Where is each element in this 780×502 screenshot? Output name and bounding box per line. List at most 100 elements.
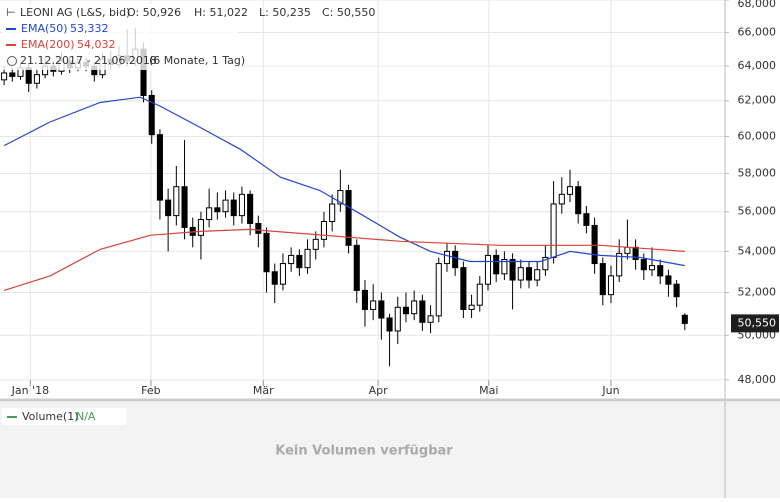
legend-value: 53,332 [70, 22, 109, 35]
candle-body [419, 300, 426, 323]
candle-body [640, 258, 647, 271]
clock-icon [7, 56, 17, 66]
candle-body [156, 134, 163, 201]
candle-body [583, 213, 590, 226]
candle-body [607, 275, 615, 296]
legend-box [2, 4, 238, 70]
last-price-box [731, 314, 779, 333]
candle-body [361, 289, 369, 310]
candle-body [222, 199, 229, 213]
candle-body [386, 317, 393, 332]
candle-body [206, 207, 213, 221]
candle-body [230, 199, 237, 217]
date-range: 21.12.2017 - 21.06.2018 [20, 54, 157, 67]
candle-body [165, 199, 172, 217]
candle-body [476, 283, 483, 306]
y-tick-label: 54,000 [738, 244, 777, 257]
candle-body [263, 232, 270, 273]
candle-body [394, 306, 401, 332]
candle-body [435, 263, 442, 317]
candle-body [33, 74, 40, 84]
candle-body [427, 315, 434, 323]
candle-body [329, 203, 336, 223]
candle-body [566, 186, 574, 195]
candle-body [238, 193, 245, 217]
legend-label: EMA(200) [21, 38, 75, 51]
candle-body [271, 271, 278, 285]
candle-body [558, 193, 565, 205]
candle-body [247, 193, 254, 224]
y-tick-label: 58,000 [738, 166, 777, 179]
y-tick-label: 68,000 [738, 0, 777, 10]
candle-body [214, 207, 221, 213]
x-tick-label: Mär [253, 384, 274, 397]
y-tick-label: 52,000 [738, 286, 777, 299]
title: LEONI AG (L&S, bid) [20, 6, 130, 19]
open-label: O: 50,926 [127, 6, 181, 19]
candle-body [345, 190, 352, 246]
x-tick-label: Jan '18 [11, 384, 49, 397]
y-tick-label: 62,000 [738, 94, 777, 107]
candle-body [681, 314, 688, 324]
candle-body [501, 258, 508, 275]
candle-body [304, 248, 311, 269]
high-label: H: 51,022 [194, 6, 248, 19]
y-tick-label: 64,000 [738, 59, 777, 72]
y-tick-label: 56,000 [738, 205, 777, 218]
candle-body [673, 283, 680, 298]
candle-body [665, 275, 672, 285]
ema-line [3, 228, 685, 291]
candle-body [353, 244, 360, 291]
candle-body [443, 250, 451, 265]
legend-value: 54,032 [77, 38, 116, 51]
close-label: C: 50,550 [322, 6, 375, 19]
candle-body [460, 267, 467, 310]
y-tick-label: 66,000 [738, 26, 777, 39]
candle-body [452, 250, 459, 269]
candle-body [493, 254, 500, 275]
candle-body [591, 224, 598, 265]
candle-body [411, 300, 418, 315]
candle-body [550, 203, 557, 258]
candle-body [312, 238, 319, 250]
candle-body [542, 256, 549, 271]
volume-panel [0, 402, 780, 498]
candle-body [1, 72, 8, 81]
candle-body [296, 254, 303, 269]
legend-label: EMA(50) [21, 22, 68, 35]
candle-body [648, 265, 656, 271]
candle-body [534, 269, 541, 281]
candle-body [181, 186, 188, 228]
candle-body [402, 306, 410, 315]
candle-body [337, 190, 344, 205]
y-tick-label: 48,000 [738, 373, 777, 386]
x-tick-label: Jun [601, 384, 619, 397]
candle-body [525, 267, 533, 281]
x-tick-label: Feb [141, 384, 160, 397]
candle-body [197, 219, 204, 236]
candle-body [25, 67, 32, 84]
candle-body [575, 186, 582, 215]
candle-body [255, 222, 262, 234]
x-tick-label: Mai [479, 384, 498, 397]
candle-body [657, 265, 664, 277]
y-tick-label: 60,000 [738, 129, 777, 142]
volume-message: Kein Volumen verfügbar [275, 444, 453, 459]
candle-body [509, 258, 516, 281]
candle-body [148, 94, 155, 136]
candle-body [517, 267, 524, 281]
volume-legend: Volume(1) [22, 410, 79, 423]
candle-body [320, 221, 327, 240]
candle-body [288, 254, 295, 265]
legend-icon: ⊢ [6, 6, 16, 19]
candle-body [484, 254, 492, 285]
candle-body [599, 263, 606, 296]
candle-body [468, 304, 475, 310]
low-label: L: 50,235 [259, 6, 311, 19]
candle-body [173, 186, 180, 217]
volume-legend-box [2, 408, 126, 425]
ema-line [3, 96, 685, 267]
candle-body [370, 300, 377, 310]
candle-body [9, 72, 16, 77]
last-price-label: 50,550 [738, 316, 777, 329]
